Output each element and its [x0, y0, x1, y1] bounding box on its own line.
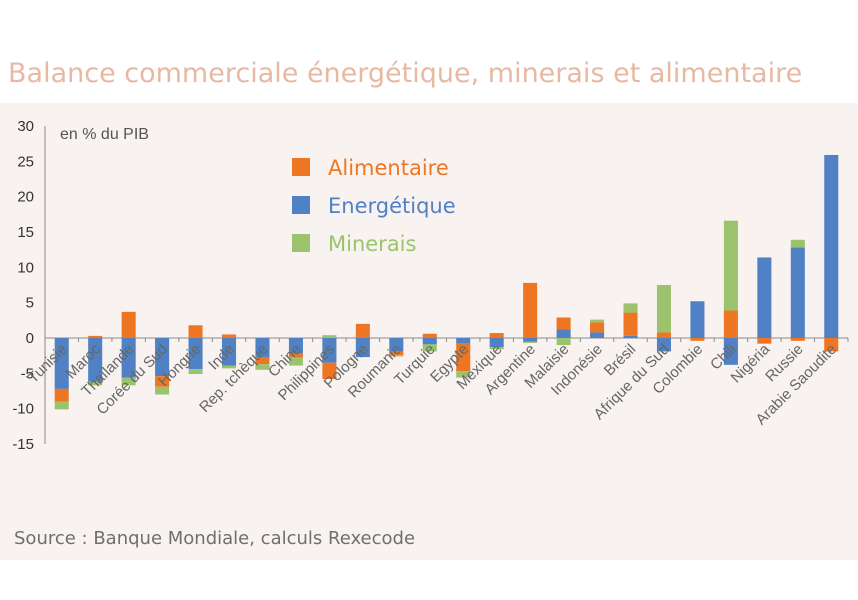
legend-swatch-minerais — [292, 234, 310, 252]
bar-energetique — [723, 338, 738, 365]
bar-minerais — [322, 335, 337, 338]
bar-alimentaire — [690, 338, 705, 341]
bar-energetique — [623, 335, 638, 338]
bar-alimentaire — [121, 311, 136, 338]
bar-alimentaire — [155, 376, 170, 387]
y-tick-label: -10 — [12, 401, 34, 418]
bar-alimentaire — [221, 334, 237, 338]
bar-minerais — [155, 386, 170, 395]
y-tick-label: -15 — [12, 436, 34, 453]
bar-minerais — [723, 220, 738, 311]
bar-alimentaire — [623, 312, 638, 336]
bar-minerais — [456, 371, 471, 378]
chart-title: Balance commerciale énergétique, minerai… — [8, 58, 803, 89]
y-tick-label: 15 — [17, 224, 34, 241]
bar-energetique — [355, 338, 370, 358]
chart-panel — [0, 103, 858, 560]
bar-alimentaire — [489, 333, 504, 338]
bar-alimentaire — [523, 282, 538, 338]
bar-energetique — [757, 257, 772, 338]
bar-energetique — [489, 338, 504, 348]
bar-alimentaire — [322, 362, 337, 379]
bar-energetique — [656, 338, 672, 352]
legend-swatch-energetique — [292, 196, 310, 214]
bar-energetique — [456, 338, 471, 344]
bar-alimentaire — [389, 351, 404, 355]
legend-label-energetique: Energétique — [328, 194, 456, 218]
bar-minerais — [656, 285, 672, 333]
bar-minerais — [121, 377, 136, 386]
bar-minerais — [255, 364, 270, 370]
bar-energetique — [221, 338, 237, 366]
bar-energetique — [790, 247, 805, 338]
bar-energetique — [824, 154, 839, 338]
y-tick-label: 25 — [17, 153, 34, 170]
bar-energetique — [690, 301, 705, 338]
bar-energetique — [389, 338, 404, 352]
bar-minerais — [221, 365, 237, 369]
bar-alimentaire — [54, 388, 69, 402]
bar-alimentaire — [255, 357, 270, 365]
axes: -15 -10 -5 0 5 10 15 20 25 30 en % du PIB — [12, 118, 849, 453]
bar-energetique — [88, 338, 103, 382]
y-tick-label: 5 — [26, 295, 34, 312]
bar-alimentaire — [757, 338, 772, 344]
legend-label-alimentaire: Alimentaire — [328, 156, 449, 180]
bar-alimentaire — [88, 335, 103, 338]
bar-energetique — [322, 338, 337, 363]
bar-alimentaire — [456, 343, 471, 372]
bar-minerais — [422, 344, 437, 352]
bar-energetique — [422, 338, 437, 345]
bar-energetique — [188, 338, 203, 370]
bar-minerais — [556, 338, 571, 346]
bar-energetique — [54, 338, 69, 389]
bar-minerais — [54, 401, 69, 410]
bar-minerais — [623, 303, 638, 313]
y-tick-label: 0 — [26, 330, 34, 347]
bar-alimentaire — [422, 333, 437, 338]
bar-energetique — [121, 338, 136, 378]
y-tick-label: 30 — [17, 118, 34, 135]
legend: Alimentaire Energétique Minerais — [292, 156, 456, 256]
legend-label-minerais: Minerais — [328, 232, 416, 256]
bar-energetique — [155, 338, 170, 377]
y-tick-label: 20 — [17, 189, 34, 206]
bar-minerais — [188, 369, 203, 375]
legend-swatch-alimentaire — [292, 158, 310, 176]
bar-alimentaire — [288, 353, 303, 358]
bar-alimentaire — [723, 310, 738, 338]
bar-alimentaire — [790, 338, 805, 341]
bar-alimentaire — [556, 317, 571, 330]
y-tick-label: 10 — [17, 259, 34, 276]
y-axis-unit-label: en % du PIB — [60, 126, 149, 143]
bar-alimentaire — [656, 332, 672, 338]
bar-energetique — [523, 338, 538, 342]
bar-energetique — [255, 338, 270, 358]
bar-minerais — [523, 341, 538, 343]
chart-source: Source : Banque Mondiale, calculs Rexeco… — [14, 528, 416, 549]
bar-energetique — [288, 338, 303, 354]
bar-alimentaire — [355, 323, 370, 338]
bar-alimentaire — [590, 322, 605, 333]
y-tick-label: -5 — [21, 365, 34, 382]
bar-alimentaire — [824, 338, 839, 352]
bars — [54, 154, 839, 410]
bar-minerais — [88, 381, 103, 386]
bar-energetique — [590, 332, 605, 338]
bar-minerais — [288, 357, 303, 366]
bar-alimentaire — [188, 325, 203, 338]
bar-minerais — [790, 239, 805, 248]
bar-minerais — [389, 354, 404, 357]
bar-energetique — [556, 329, 571, 338]
bar-minerais — [489, 347, 504, 350]
bar-minerais — [590, 319, 605, 323]
